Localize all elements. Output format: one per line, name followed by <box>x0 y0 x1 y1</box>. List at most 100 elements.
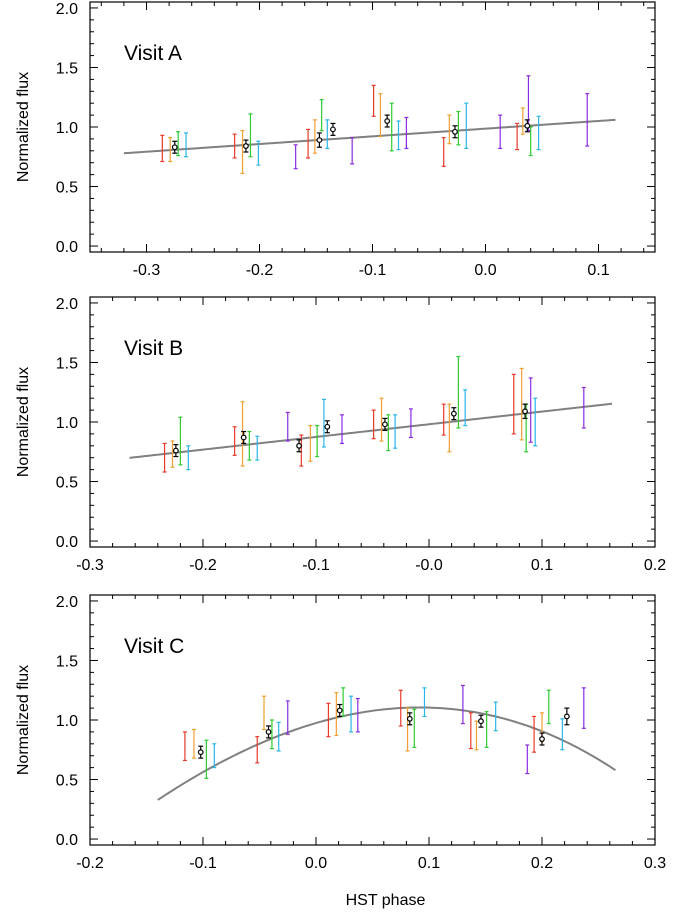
binned-marker <box>450 410 457 417</box>
channel-error-bar <box>519 367 524 441</box>
channel-error-bar <box>168 137 173 163</box>
y-tick-label: 1.0 <box>56 713 78 730</box>
y-tick-label: 0.5 <box>56 773 78 790</box>
channel-error-bar <box>456 110 461 146</box>
x-tick-label: 0.2 <box>644 557 666 574</box>
y-axis-label: Normalized flux <box>15 367 32 477</box>
channel-error-bar <box>581 687 586 729</box>
y-tick-label: 0.0 <box>56 534 78 551</box>
binned-marker <box>478 718 484 725</box>
y-axis-label: Normalized flux <box>15 665 32 775</box>
x-tick-label: -0.0 <box>415 557 443 574</box>
model-curve <box>157 706 617 801</box>
channel-error-bar <box>412 708 417 748</box>
y-tick-label: 1.5 <box>56 60 78 77</box>
channel-error-bar <box>255 435 260 461</box>
channel-error-bar <box>536 115 541 151</box>
channel-error-bar <box>379 397 384 442</box>
channel-error-bar <box>441 403 446 436</box>
binned-point <box>265 725 272 739</box>
x-tick-label: -0.1 <box>302 557 330 574</box>
channel-error-bar <box>468 712 473 750</box>
channel-error-bar <box>160 134 165 163</box>
binned-point <box>316 132 323 148</box>
binned-point <box>452 125 458 139</box>
x-tick-label: 0.1 <box>531 557 553 574</box>
binned-point <box>384 114 391 128</box>
channel-error-bar <box>315 424 320 458</box>
y-tick-label: 0.5 <box>56 180 78 197</box>
binned-marker <box>243 143 249 149</box>
channel-error-bar <box>396 120 401 151</box>
binned-marker <box>452 128 458 135</box>
channel-error-bar <box>447 403 452 453</box>
channel-error-bar <box>393 414 398 449</box>
channel-error-bar <box>204 739 209 779</box>
channel-error-bar <box>533 397 538 447</box>
channel-error-bar <box>371 409 376 440</box>
binned-point <box>524 119 531 133</box>
model-curve <box>123 118 616 155</box>
binned-marker <box>563 713 570 720</box>
channel-error-bar <box>240 129 245 175</box>
y-axis-label: Normalized flux <box>15 72 32 182</box>
channel-error-bar <box>371 84 376 117</box>
x-axis-label: HST phase <box>346 892 426 909</box>
binned-point <box>296 439 302 453</box>
binned-marker <box>524 122 531 129</box>
binned-point <box>330 122 336 136</box>
channel-error-bar <box>484 711 489 748</box>
channel-error-bar <box>474 720 479 751</box>
y-tick-label: 2.0 <box>56 594 78 611</box>
panel-c: -0.2 -0.1 0.0 0.1 0.2 0.3 0.0 0.5 1.0 1.5 2.0 Norma… <box>15 594 666 909</box>
channel-error-bar <box>460 684 465 725</box>
channel-error-bar <box>319 99 324 132</box>
channel-error-bar <box>525 744 530 775</box>
channel-error-bar <box>170 440 175 468</box>
binned-marker <box>265 729 272 735</box>
binned-point <box>171 140 178 154</box>
binned-marker <box>336 707 343 714</box>
y-tick-label: 1.5 <box>56 355 78 372</box>
channel-error-bar <box>493 701 498 732</box>
channel-error-bar <box>386 414 391 452</box>
channel-error-bar <box>528 377 533 443</box>
channel-error-bar <box>463 389 468 427</box>
y-tick-label: 1.0 <box>56 415 78 432</box>
channel-error-bar <box>498 114 503 150</box>
y-tick-label: 2.0 <box>56 296 78 313</box>
channel-error-bar <box>404 116 409 150</box>
binned-marker <box>522 408 528 415</box>
panel-label: Visit A <box>124 42 182 65</box>
binned-point <box>563 707 570 726</box>
channel-error-bar <box>255 736 260 764</box>
channel-error-bar <box>212 743 217 769</box>
channel-error-bar <box>398 689 403 727</box>
channel-error-bar <box>269 719 274 750</box>
channel-error-bar <box>560 718 565 751</box>
channel-error-bar <box>321 398 326 448</box>
binned-point <box>522 403 528 420</box>
channel-error-bar <box>546 689 551 725</box>
binned-point <box>478 714 484 728</box>
binned-marker <box>324 423 331 430</box>
channel-error-bar <box>184 132 189 158</box>
channel-error-bar <box>464 102 469 150</box>
binned-point <box>406 712 413 726</box>
channel-error-bar <box>232 133 237 159</box>
x-tick-label: -0.1 <box>359 262 387 279</box>
binned-marker <box>296 442 302 449</box>
x-tick-label: 0.1 <box>418 855 440 872</box>
plot-frame <box>89 594 656 846</box>
y-tick-label: 1.5 <box>56 653 78 670</box>
binned-point <box>336 703 343 718</box>
channel-error-bar <box>441 137 446 167</box>
x-tick-label: -0.2 <box>246 262 274 279</box>
channel-error-bar <box>248 113 253 158</box>
channel-error-bar <box>447 114 452 145</box>
channel-error-bar <box>520 107 525 135</box>
panel-label: Visit B <box>124 337 183 360</box>
binned-point <box>172 444 179 458</box>
channel-error-bar <box>232 426 237 456</box>
